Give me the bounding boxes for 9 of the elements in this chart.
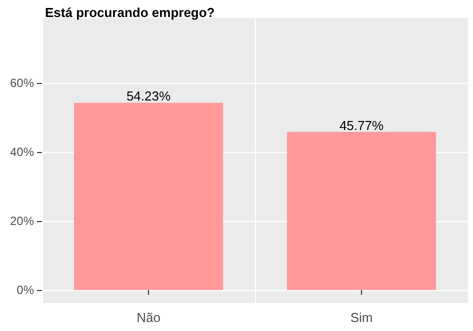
- data-label: 54.23%: [126, 88, 171, 104]
- data-label: 45.77%: [339, 118, 384, 133]
- chart-title: Está procurando emprego?: [45, 5, 215, 20]
- y-tick-label: 20%: [10, 214, 34, 228]
- x-tick-label: Não: [136, 310, 160, 325]
- y-tick-label: 40%: [10, 144, 34, 159]
- y-tick-label: 60%: [10, 76, 34, 90]
- y-tick-label: 0%: [16, 283, 34, 298]
- x-tick-label: Sim: [350, 310, 373, 325]
